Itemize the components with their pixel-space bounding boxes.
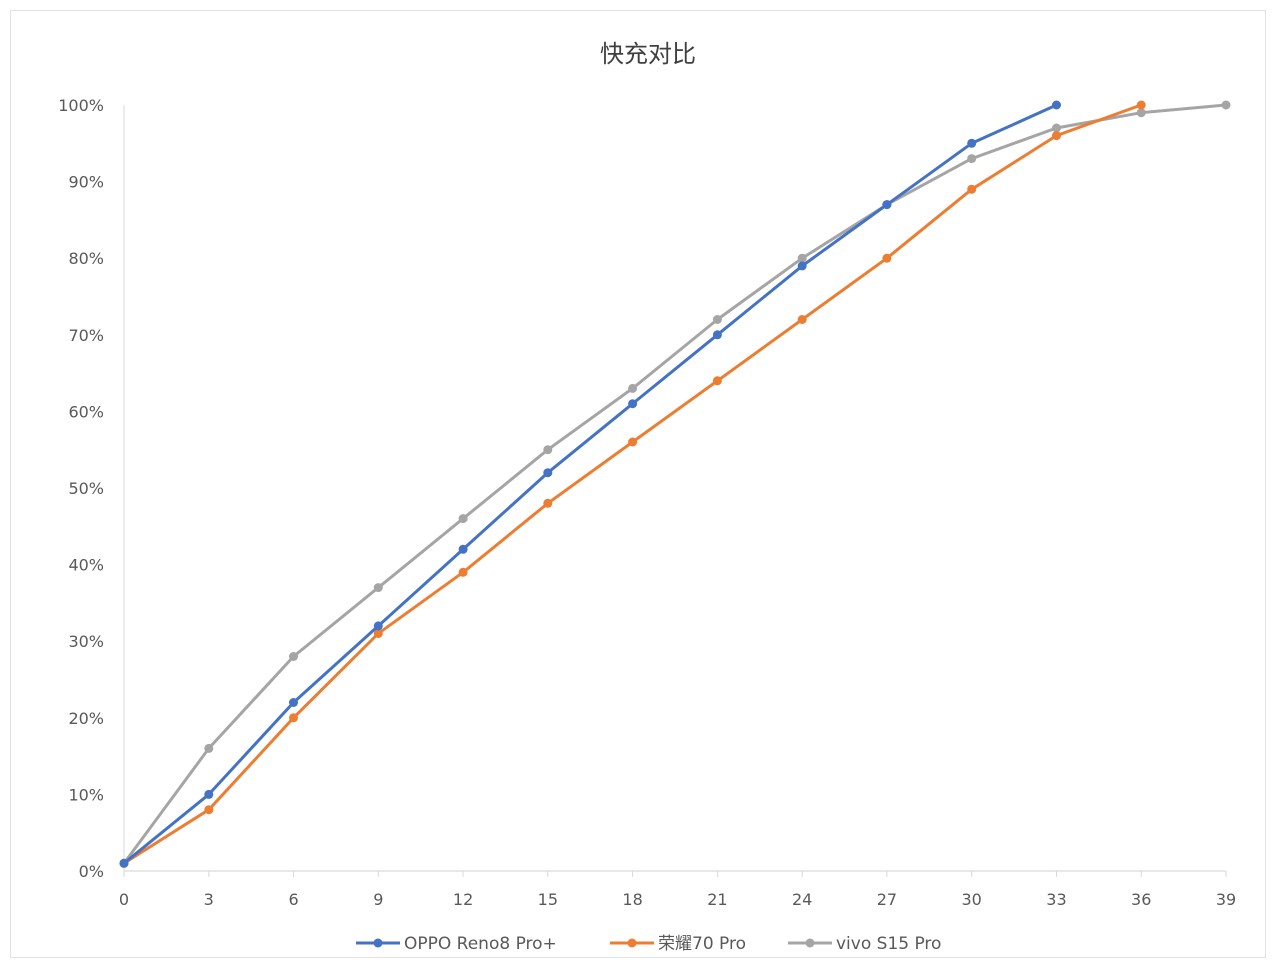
data-point <box>204 743 214 753</box>
chart-title: 快充对比 <box>600 40 696 68</box>
data-point <box>289 652 298 661</box>
y-tick-label: 30% <box>68 632 104 651</box>
data-point <box>1052 131 1061 141</box>
series-layer <box>119 100 1231 868</box>
data-point <box>967 154 977 164</box>
axes: 0%10%20%30%40%50%60%70%80%90%100%0 3 6 9 12 1… <box>58 96 1236 909</box>
legend-label: OPPO Reno8 Pro+ <box>404 934 557 954</box>
legend-swatch-marker <box>805 938 815 948</box>
legend: OPPO Reno8 Pro+ 荣耀70 Pro vivo S15 Pro <box>356 934 941 954</box>
x-tick-label: 36 <box>1131 890 1151 909</box>
legend-swatch-marker <box>627 938 637 948</box>
x-tick-label: 27 <box>877 890 897 909</box>
x-tick-label: 6 <box>288 890 298 909</box>
y-tick-label: 50% <box>68 479 104 498</box>
data-point <box>712 315 722 324</box>
y-tick-label: 100% <box>58 96 104 115</box>
data-point <box>797 261 807 271</box>
data-point <box>373 629 383 638</box>
data-point <box>797 315 807 324</box>
x-tick-label: 3 <box>204 890 214 909</box>
legend-item-1: 荣耀70 Pro <box>610 934 746 954</box>
data-point <box>119 858 129 868</box>
y-tick-label: 20% <box>68 709 104 728</box>
series-line <box>122 103 1058 865</box>
data-point <box>882 253 892 263</box>
x-tick-label: 18 <box>622 890 642 909</box>
data-point <box>712 330 722 340</box>
y-tick-label: 10% <box>68 785 104 804</box>
x-tick-label: 12 <box>453 890 473 909</box>
x-tick-label: 33 <box>1046 890 1066 909</box>
legend-item-0: OPPO Reno8 Pro+ <box>356 934 557 954</box>
y-tick-label: 60% <box>68 402 104 421</box>
data-point <box>797 253 807 263</box>
y-tick-label: 90% <box>68 173 104 192</box>
series-2 <box>119 100 1231 868</box>
data-point <box>373 621 383 631</box>
data-point <box>289 713 298 723</box>
x-tick-label: 39 <box>1216 890 1236 909</box>
legend-label: vivo S15 Pro <box>836 934 941 954</box>
data-point <box>882 200 892 210</box>
y-tick-label: 40% <box>68 556 104 575</box>
legend-swatch-marker <box>373 938 383 948</box>
x-tick-label: 15 <box>538 890 558 909</box>
x-tick-label: 24 <box>792 890 812 909</box>
data-point <box>543 468 553 478</box>
data-point <box>1052 100 1061 110</box>
data-point <box>967 184 977 194</box>
data-point <box>458 514 468 524</box>
legend-label: 荣耀70 Pro <box>658 934 746 954</box>
data-point <box>628 383 638 393</box>
x-tick-label: 30 <box>962 890 982 909</box>
y-tick-label: 70% <box>68 326 104 345</box>
data-point <box>458 544 468 554</box>
data-point <box>289 698 298 707</box>
data-point <box>1052 123 1061 133</box>
data-point <box>628 437 638 447</box>
data-point <box>204 805 214 815</box>
x-tick-label: 9 <box>373 890 383 909</box>
data-point <box>628 399 638 409</box>
data-point <box>1221 100 1231 110</box>
data-point <box>1136 108 1146 118</box>
data-point <box>543 445 553 455</box>
series-1 <box>119 100 1146 868</box>
y-tick-label: 80% <box>68 249 104 268</box>
data-point <box>373 583 383 593</box>
data-point <box>967 138 977 148</box>
y-tick-label: 0% <box>79 862 104 881</box>
data-point <box>204 789 214 799</box>
x-tick-label: 21 <box>707 890 727 909</box>
series-line <box>122 103 1228 865</box>
series-0 <box>119 100 1061 868</box>
legend-item-2: vivo S15 Pro <box>788 934 941 954</box>
data-point <box>458 567 468 577</box>
data-point <box>712 376 722 386</box>
x-tick-label: 0 <box>119 890 129 909</box>
data-point <box>543 498 553 508</box>
data-point <box>1136 100 1146 110</box>
series-line <box>122 103 1143 865</box>
